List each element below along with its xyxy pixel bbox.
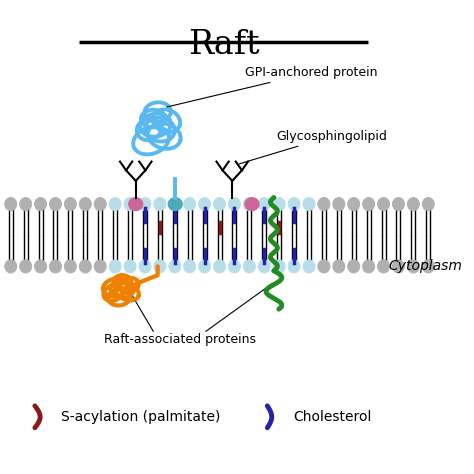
Ellipse shape <box>318 198 330 210</box>
Ellipse shape <box>139 198 151 210</box>
Ellipse shape <box>243 198 255 210</box>
Ellipse shape <box>109 198 121 210</box>
Ellipse shape <box>199 198 210 210</box>
Ellipse shape <box>363 198 374 210</box>
Ellipse shape <box>49 198 62 210</box>
Ellipse shape <box>184 260 196 273</box>
Ellipse shape <box>124 260 136 273</box>
Ellipse shape <box>49 260 62 273</box>
Ellipse shape <box>258 260 270 273</box>
Text: Glycosphingolipid: Glycosphingolipid <box>239 129 387 164</box>
Ellipse shape <box>303 260 315 273</box>
Ellipse shape <box>228 260 240 273</box>
Ellipse shape <box>20 260 32 273</box>
Ellipse shape <box>243 260 255 273</box>
Ellipse shape <box>184 198 196 210</box>
Ellipse shape <box>244 197 260 211</box>
Ellipse shape <box>228 198 240 210</box>
Ellipse shape <box>79 260 91 273</box>
Ellipse shape <box>169 198 181 210</box>
Ellipse shape <box>392 260 404 273</box>
Ellipse shape <box>5 198 17 210</box>
Ellipse shape <box>167 197 183 211</box>
Ellipse shape <box>169 260 181 273</box>
Ellipse shape <box>363 260 374 273</box>
Text: Cytoplasm: Cytoplasm <box>388 258 462 273</box>
Ellipse shape <box>422 260 434 273</box>
Ellipse shape <box>213 260 226 273</box>
Ellipse shape <box>392 198 404 210</box>
Ellipse shape <box>109 260 121 273</box>
Ellipse shape <box>273 260 285 273</box>
Ellipse shape <box>288 260 300 273</box>
Ellipse shape <box>35 260 46 273</box>
Ellipse shape <box>407 198 419 210</box>
Ellipse shape <box>378 198 390 210</box>
Ellipse shape <box>378 260 390 273</box>
Ellipse shape <box>35 198 46 210</box>
Ellipse shape <box>258 198 270 210</box>
Ellipse shape <box>154 198 166 210</box>
Ellipse shape <box>20 198 32 210</box>
Ellipse shape <box>318 260 330 273</box>
Ellipse shape <box>348 198 360 210</box>
Ellipse shape <box>348 260 360 273</box>
Text: S-acylation (palmitate): S-acylation (palmitate) <box>61 410 220 424</box>
Ellipse shape <box>154 260 166 273</box>
Text: Raft: Raft <box>188 28 259 61</box>
Ellipse shape <box>94 198 106 210</box>
Ellipse shape <box>64 260 76 273</box>
Ellipse shape <box>288 198 300 210</box>
Ellipse shape <box>64 198 76 210</box>
Ellipse shape <box>407 260 419 273</box>
Ellipse shape <box>213 198 226 210</box>
Text: GPI-anchored protein: GPI-anchored protein <box>167 66 378 107</box>
Ellipse shape <box>128 197 144 211</box>
Ellipse shape <box>333 260 345 273</box>
Text: Cholesterol: Cholesterol <box>293 410 372 424</box>
Ellipse shape <box>124 198 136 210</box>
Ellipse shape <box>273 198 285 210</box>
Ellipse shape <box>303 198 315 210</box>
Ellipse shape <box>139 260 151 273</box>
Ellipse shape <box>199 260 210 273</box>
Ellipse shape <box>333 198 345 210</box>
Ellipse shape <box>94 260 106 273</box>
Text: Raft-associated proteins: Raft-associated proteins <box>104 334 255 346</box>
Ellipse shape <box>5 260 17 273</box>
Ellipse shape <box>79 198 91 210</box>
Ellipse shape <box>422 198 434 210</box>
